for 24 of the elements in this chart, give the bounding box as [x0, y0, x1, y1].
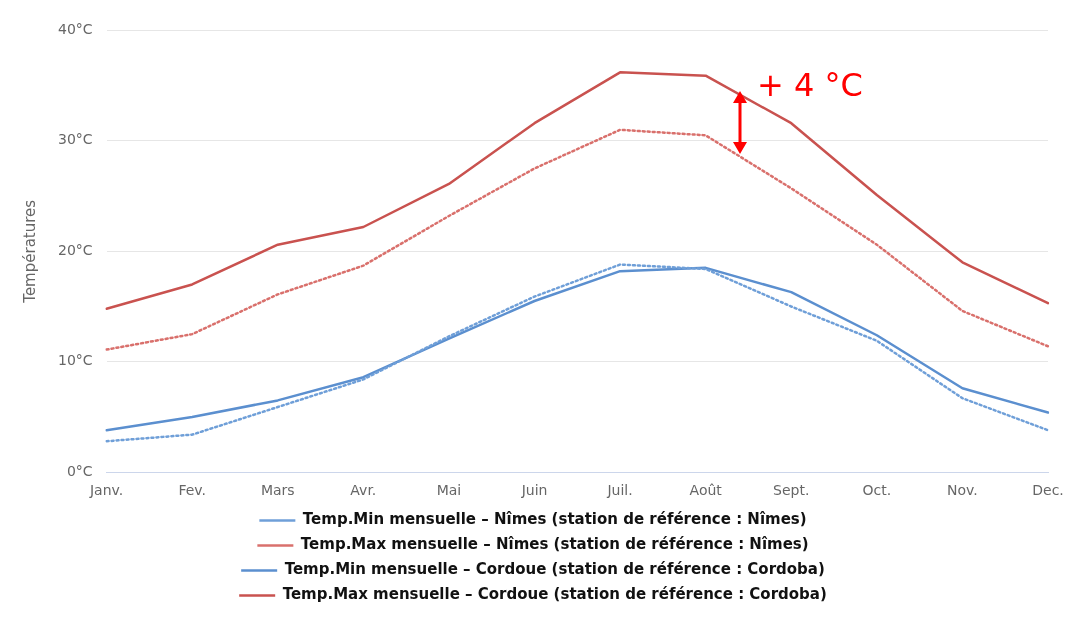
- x-tick-label: Janv.: [88, 482, 124, 499]
- legend-label: Temp.Max mensuelle – Cordoue (station de référence : Cordoba): [282, 585, 827, 604]
- x-tick-label: Mai: [436, 482, 462, 499]
- legend-label: Temp.Min mensuelle – Cordoue (station de référence : Cordoba): [284, 560, 825, 579]
- legend-label: Temp.Max mensuelle – Nîmes (station de référence : Nîmes): [300, 535, 809, 554]
- line-series: [105, 128, 1050, 351]
- x-tick-label: Oct.: [862, 482, 892, 499]
- x-tick-label: Juil.: [606, 482, 633, 499]
- y-tick-label: 40°C: [58, 21, 93, 38]
- x-tick-label: Mars: [260, 482, 295, 499]
- x-tick-label: Fev.: [178, 482, 206, 499]
- y-tick-label: 20°C: [58, 241, 93, 258]
- x-tick-label: Nov.: [947, 482, 978, 499]
- x-tick-label: Avr.: [350, 482, 377, 499]
- legend-label: Temp.Min mensuelle – Nîmes (station de référence : Nîmes): [302, 510, 807, 529]
- x-tick-label: Dec.: [1032, 482, 1064, 499]
- y-tick-label: 10°C: [58, 352, 93, 369]
- y-tick-label: 30°C: [58, 131, 93, 148]
- annotation: + 4 °C: [757, 66, 863, 105]
- x-tick-label: Sept.: [773, 482, 810, 499]
- y-tick-label: 0°C: [66, 462, 93, 479]
- y-axis-title: Températures: [20, 199, 39, 304]
- x-tick-label: Août: [689, 482, 723, 499]
- x-tick-label: Juin: [520, 482, 548, 499]
